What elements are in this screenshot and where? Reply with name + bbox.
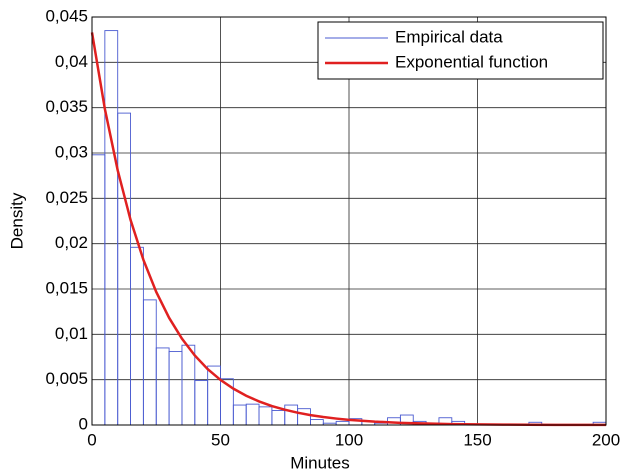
y-tick-label: 0 bbox=[79, 414, 88, 433]
y-tick-label: 0,01 bbox=[55, 324, 88, 343]
legend-label: Empirical data bbox=[395, 27, 503, 46]
x-tick-label: 50 bbox=[211, 430, 230, 449]
y-tick-label: 0,025 bbox=[45, 188, 88, 207]
y-axis-label: Density bbox=[7, 192, 26, 249]
y-tick-label: 0,035 bbox=[45, 97, 88, 116]
y-tick-label: 0,02 bbox=[55, 233, 88, 252]
x-tick-label: 0 bbox=[87, 430, 96, 449]
y-tick-label: 0,03 bbox=[55, 142, 88, 161]
y-tick-label: 0,005 bbox=[45, 369, 88, 388]
y-tick-label: 0,015 bbox=[45, 278, 88, 297]
y-tick-label: 0,04 bbox=[55, 52, 88, 71]
x-tick-label: 150 bbox=[463, 430, 491, 449]
x-tick-label: 200 bbox=[592, 430, 620, 449]
legend-label: Exponential function bbox=[395, 52, 548, 71]
y-tick-label: 0,045 bbox=[45, 6, 88, 25]
x-axis-label: Minutes bbox=[290, 453, 350, 472]
x-tick-label: 100 bbox=[335, 430, 363, 449]
line bbox=[90, 32, 606, 427]
plot-frame bbox=[91, 16, 607, 426]
legend-box bbox=[317, 21, 604, 80]
